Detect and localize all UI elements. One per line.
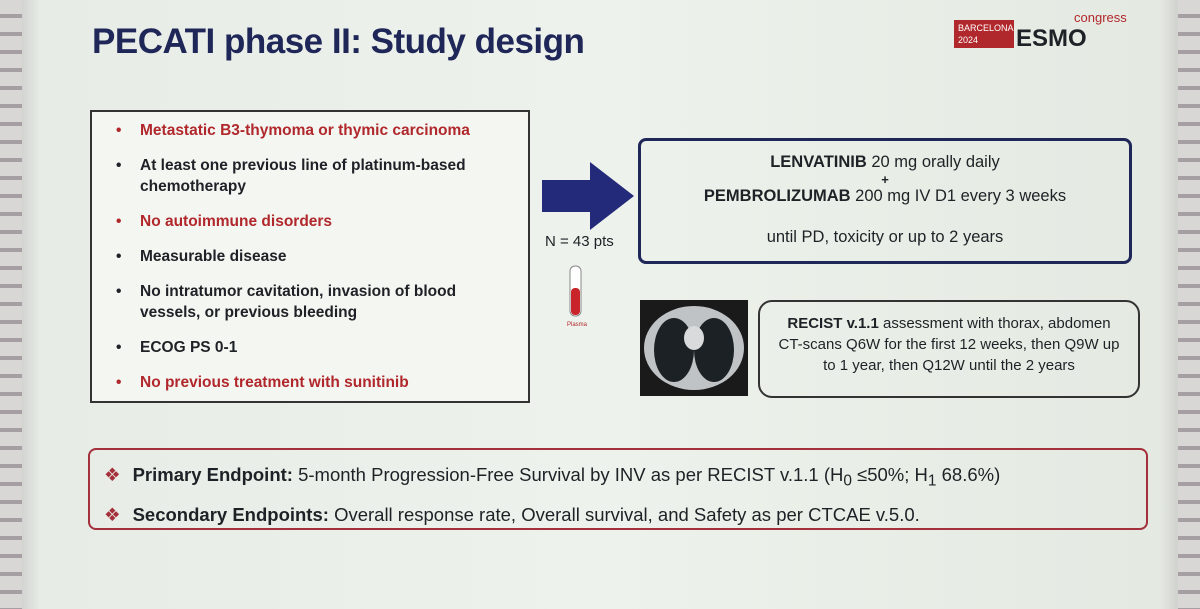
logo-city: BARCELONA	[958, 23, 1014, 33]
flow: N = 43 pts Plasma	[542, 162, 634, 328]
logo-brand: ESMO	[1016, 25, 1087, 50]
criterion: No previous treatment with sunitinib	[106, 372, 514, 393]
drug1: LENVATINIB 20 mg orally daily	[641, 153, 1129, 172]
drug-dose: 200 mg IV D1 every 3 weeks	[855, 187, 1067, 205]
arrow	[542, 162, 634, 230]
tube-label: Plasma	[567, 322, 588, 328]
n-label: N = 43 pts	[545, 233, 614, 250]
assessment-bold: RECIST v.1.1	[787, 315, 879, 332]
secondary-endpoint: ❖ Secondary Endpoints: Overall response r…	[104, 503, 920, 525]
criterion: ECOG PS 0-1	[106, 337, 514, 358]
endpoint-text: ≤50%; H	[857, 464, 928, 485]
ct-image	[640, 300, 748, 396]
criterion: Measurable disease	[106, 246, 514, 267]
endpoint-text: Overall response rate, Overall survival,…	[334, 503, 920, 525]
endpoint-label: Primary Endpoint:	[132, 464, 293, 485]
screen-edge	[0, 0, 22, 609]
screen-edge	[1178, 0, 1200, 609]
drug2: PEMBROLIZUMAB 200 mg IV D1 every 3 weeks	[641, 187, 1129, 206]
endpoint-text: 5-month Progression-Free Survival by INV…	[298, 464, 844, 485]
tube-blood	[571, 288, 580, 315]
criterion: No intratumor cavitation, invasion of bl…	[106, 281, 514, 323]
endpoint-label: Secondary Endpoints:	[132, 503, 329, 525]
title: PECATI phase II: Study design	[92, 22, 585, 61]
endpoints-box: ❖ Primary Endpoint: 5-month Progression-F…	[88, 448, 1148, 530]
drug-dose: 20 mg orally daily	[871, 153, 1000, 171]
subscript: 0	[843, 472, 852, 490]
logo-event: congress	[1074, 10, 1127, 25]
duration: until PD, toxicity or up to 2 years	[766, 228, 1004, 246]
drug-name: PEMBROLIZUMAB	[703, 187, 851, 205]
criterion: No autoimmune disorders	[106, 211, 514, 232]
criterion: At least one previous line of platinum-b…	[106, 155, 514, 197]
criterion: Metastatic B3-thymoma or thymic carcinom…	[106, 120, 514, 141]
criteria-box: Metastatic B3-thymoma or thymic carcinom…	[90, 110, 530, 403]
assessment-text: assessment with thorax, abdomen CT-scans…	[778, 315, 1120, 374]
primary-endpoint: ❖ Primary Endpoint: 5-month Progression-F…	[104, 464, 1001, 490]
subscript: 1	[927, 472, 937, 490]
plus: +	[881, 172, 889, 187]
assessment-box: RECIST v.1.1 assessment with thorax, abd…	[758, 300, 1140, 398]
treatment-box: LENVATINIB 20 mg orally daily + PEMBROLI…	[638, 138, 1132, 264]
endpoint-text: 68.6%)	[941, 464, 1001, 485]
drug-name: LENVATINIB	[770, 153, 867, 171]
logo-box	[954, 20, 1014, 48]
logo: BARCELONA 2024 ESMO congress	[954, 10, 1127, 50]
logo-year: 2024	[958, 35, 978, 45]
